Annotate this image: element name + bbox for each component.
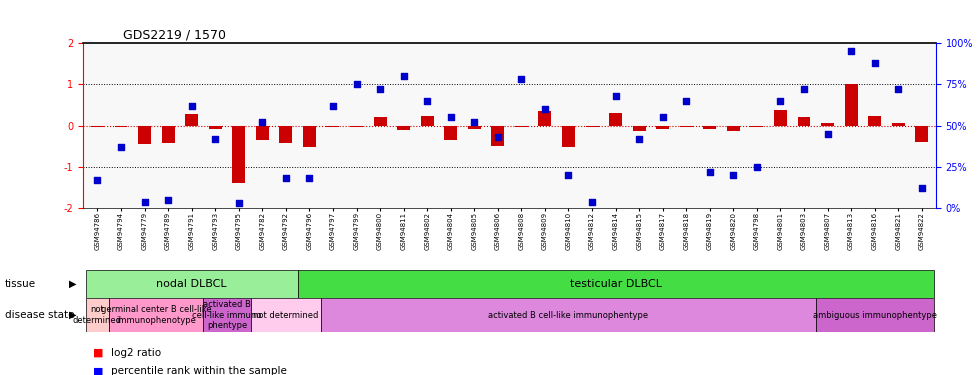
Point xyxy=(891,86,907,92)
Bar xyxy=(821,123,834,126)
Bar xyxy=(279,126,292,143)
Point xyxy=(702,169,717,175)
Point xyxy=(443,114,459,120)
Point xyxy=(631,136,647,142)
Bar xyxy=(845,84,858,126)
Text: activated B cell-like immunophentype: activated B cell-like immunophentype xyxy=(488,310,649,320)
Point xyxy=(372,86,388,92)
Point xyxy=(466,119,482,125)
Point xyxy=(749,164,764,170)
Text: not determined: not determined xyxy=(253,310,318,320)
Bar xyxy=(91,126,104,127)
Bar xyxy=(467,126,481,129)
Bar xyxy=(85,270,298,298)
Bar xyxy=(514,126,528,127)
Point xyxy=(89,177,105,183)
Text: disease state: disease state xyxy=(5,310,74,320)
Point xyxy=(796,86,811,92)
Point xyxy=(914,185,930,191)
Bar xyxy=(420,116,433,126)
Bar xyxy=(815,298,934,332)
Bar xyxy=(491,126,505,146)
Point xyxy=(655,114,670,120)
Bar xyxy=(209,126,221,129)
Bar xyxy=(444,126,458,140)
Point xyxy=(231,200,247,206)
Bar xyxy=(538,111,552,126)
Point xyxy=(867,60,883,66)
Text: ambiguous immunophentype: ambiguous immunophentype xyxy=(812,310,937,320)
Bar xyxy=(256,126,269,140)
Bar xyxy=(350,126,363,127)
Point xyxy=(678,98,694,104)
Text: ▶: ▶ xyxy=(69,279,76,289)
Point xyxy=(819,131,835,137)
Bar xyxy=(633,126,646,130)
Point xyxy=(584,198,600,204)
Bar xyxy=(303,126,316,147)
Bar xyxy=(138,126,151,144)
Point xyxy=(136,198,152,204)
Bar xyxy=(751,126,763,127)
Bar xyxy=(251,298,321,332)
Text: activated B
cell-like immuno
phentype: activated B cell-like immuno phentype xyxy=(192,300,262,330)
Bar xyxy=(704,126,716,129)
Point xyxy=(325,103,341,109)
Point xyxy=(725,172,741,178)
Point xyxy=(514,76,529,82)
Text: ▶: ▶ xyxy=(69,310,76,320)
Point xyxy=(490,134,506,140)
Bar xyxy=(727,126,740,131)
Bar xyxy=(115,126,127,127)
Text: ■: ■ xyxy=(93,348,104,357)
Point xyxy=(772,98,788,104)
Bar xyxy=(610,113,622,126)
Point xyxy=(208,136,223,142)
Bar xyxy=(868,116,881,126)
Bar xyxy=(562,126,575,147)
Point xyxy=(184,103,200,109)
Point xyxy=(302,176,318,181)
Point xyxy=(419,98,435,104)
Point xyxy=(608,93,623,99)
Bar xyxy=(232,126,245,183)
Bar xyxy=(892,123,905,126)
Bar xyxy=(915,126,928,142)
Bar xyxy=(774,110,787,126)
Text: ■: ■ xyxy=(93,366,104,375)
Bar xyxy=(185,114,198,126)
Bar xyxy=(162,126,174,143)
Bar xyxy=(204,298,251,332)
Point xyxy=(113,144,128,150)
Point xyxy=(537,106,553,112)
Point xyxy=(561,172,576,178)
Bar xyxy=(321,298,815,332)
Bar xyxy=(680,126,693,127)
Bar xyxy=(85,298,109,332)
Bar xyxy=(373,117,386,126)
Point xyxy=(255,119,270,125)
Bar xyxy=(397,126,410,130)
Text: GDS2219 / 1570: GDS2219 / 1570 xyxy=(122,28,225,41)
Point xyxy=(843,48,858,54)
Point xyxy=(161,197,176,203)
Text: testicular DLBCL: testicular DLBCL xyxy=(569,279,662,289)
Text: not
determined: not determined xyxy=(73,305,122,325)
Bar xyxy=(657,126,669,129)
Text: nodal DLBCL: nodal DLBCL xyxy=(157,279,227,289)
Text: germinal center B cell-like
immunophenotype: germinal center B cell-like immunophenot… xyxy=(101,305,212,325)
Text: log2 ratio: log2 ratio xyxy=(111,348,161,357)
Text: tissue: tissue xyxy=(5,279,36,289)
Bar xyxy=(798,117,810,126)
Bar xyxy=(586,126,599,127)
Text: percentile rank within the sample: percentile rank within the sample xyxy=(111,366,286,375)
Bar xyxy=(298,270,934,298)
Bar xyxy=(326,126,339,127)
Bar xyxy=(109,298,204,332)
Point xyxy=(396,73,412,79)
Point xyxy=(278,176,294,181)
Point xyxy=(349,81,365,87)
